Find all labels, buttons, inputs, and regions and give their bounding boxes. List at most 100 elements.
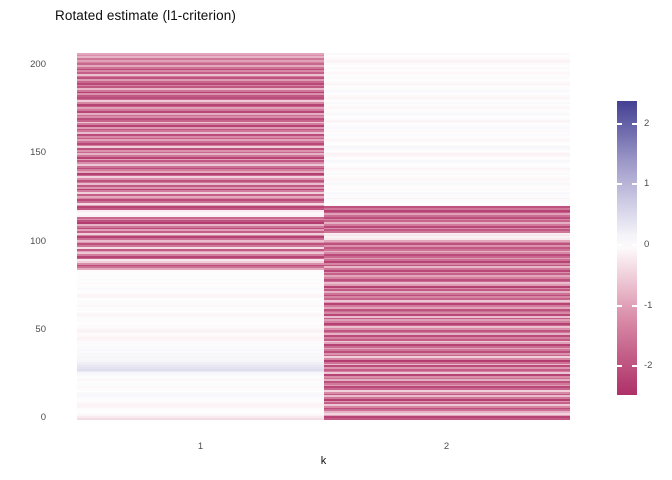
- heatmap-row: [323, 107, 570, 110]
- heatmap-row: [77, 155, 324, 157]
- heatmap-row: [77, 407, 324, 410]
- heatmap-row: [77, 236, 324, 239]
- heatmap-row: [77, 231, 324, 233]
- heatmap-row: [323, 252, 570, 255]
- heatmap-row: [77, 65, 324, 67]
- y-axis-tick-label: 100: [30, 235, 46, 247]
- heatmap-row: [77, 252, 324, 255]
- heatmap-row: [323, 202, 570, 205]
- heatmap-row: [77, 172, 324, 175]
- heatmap-row: [77, 135, 324, 138]
- heatmap-row: [323, 229, 570, 232]
- heatmap-row: [77, 58, 324, 60]
- heatmap-row: [323, 389, 570, 392]
- colorbar-tick-label: 1: [644, 178, 650, 190]
- heatmap-row: [323, 116, 570, 119]
- heatmap-row: [323, 109, 570, 112]
- heatmap-row: [323, 105, 570, 108]
- heatmap-row: [323, 82, 570, 85]
- heatmap-row: [77, 397, 324, 399]
- heatmap-row: [77, 77, 324, 80]
- heatmap-row: [77, 95, 324, 97]
- heatmap-row: [323, 151, 570, 154]
- heatmap-row: [323, 227, 570, 230]
- heatmap-row: [323, 250, 570, 253]
- heatmap-row: [77, 368, 324, 371]
- heatmap-row: [323, 308, 570, 311]
- heatmap-row: [77, 356, 324, 359]
- heatmap-row: [77, 112, 324, 115]
- chart-title: Rotated estimate (l1-criterion): [55, 8, 236, 23]
- heatmap-row: [323, 299, 570, 302]
- heatmap-row: [323, 268, 570, 270]
- heatmap-row: [77, 418, 324, 420]
- heatmap-row: [77, 351, 324, 353]
- heatmap-row: [323, 102, 570, 104]
- heatmap-row: [77, 331, 324, 334]
- heatmap-row: [323, 331, 570, 334]
- heatmap-row: [323, 128, 570, 131]
- heatmap-row: [323, 269, 570, 272]
- heatmap-row: [323, 165, 570, 168]
- heatmap-row: [323, 278, 570, 281]
- heatmap-row: [323, 176, 570, 179]
- heatmap-row: [323, 133, 570, 136]
- heatmap-row: [323, 216, 570, 219]
- heatmap-row: [323, 172, 570, 175]
- heatmap-row: [77, 352, 324, 355]
- heatmap-row: [77, 292, 324, 295]
- heatmap-row: [77, 370, 324, 373]
- heatmap-row: [77, 215, 324, 217]
- heatmap-row: [323, 347, 570, 350]
- heatmap-row: [323, 407, 570, 410]
- heatmap-row: [323, 218, 570, 221]
- heatmap-row: [323, 199, 570, 202]
- heatmap-row: [323, 96, 570, 99]
- heatmap-row: [77, 335, 324, 338]
- heatmap-row: [323, 224, 570, 226]
- heatmap-row: [77, 133, 324, 136]
- heatmap-row: [323, 328, 570, 330]
- heatmap-row: [77, 121, 324, 124]
- heatmap-row: [77, 308, 324, 311]
- heatmap-row: [77, 232, 324, 235]
- heatmap-row: [323, 370, 570, 373]
- heatmap-row: [77, 70, 324, 73]
- heatmap-row: [77, 195, 324, 198]
- heatmap-row: [323, 255, 570, 258]
- heatmap-row: [77, 118, 324, 120]
- heatmap-row: [77, 75, 324, 78]
- heatmap-row: [77, 178, 324, 180]
- colorbar-tick-mark: [617, 304, 622, 307]
- heatmap-row: [77, 296, 324, 299]
- heatmap-row: [323, 359, 570, 362]
- heatmap-row: [77, 315, 324, 318]
- heatmap-row: [77, 185, 324, 187]
- colorbar-tick-mark: [617, 122, 622, 125]
- heatmap-row: [77, 209, 324, 212]
- heatmap-row: [323, 333, 570, 336]
- heatmap-row: [77, 358, 324, 360]
- colorbar-tick-label: -2: [644, 360, 653, 372]
- heatmap-row: [77, 151, 324, 154]
- heatmap-row: [77, 375, 324, 378]
- heatmap-row: [77, 72, 324, 74]
- heatmap-row: [77, 125, 324, 127]
- heatmap-row: [323, 186, 570, 189]
- heatmap-row: [323, 398, 570, 401]
- heatmap-row: [323, 324, 570, 327]
- heatmap-row: [77, 186, 324, 189]
- heatmap-row: [77, 411, 324, 413]
- heatmap-row: [77, 266, 324, 269]
- heatmap-row: [77, 273, 324, 276]
- heatmap-row: [77, 238, 324, 240]
- heatmap-row: [77, 255, 324, 258]
- heatmap-row: [77, 321, 324, 323]
- heatmap-row: [77, 194, 324, 196]
- heatmap-row: [77, 276, 324, 279]
- heatmap-row: [77, 199, 324, 202]
- colorbar-tick-mark: [632, 244, 637, 246]
- heatmap-row: [323, 188, 570, 191]
- heatmap-row: [323, 178, 570, 180]
- heatmap-row: [77, 289, 324, 292]
